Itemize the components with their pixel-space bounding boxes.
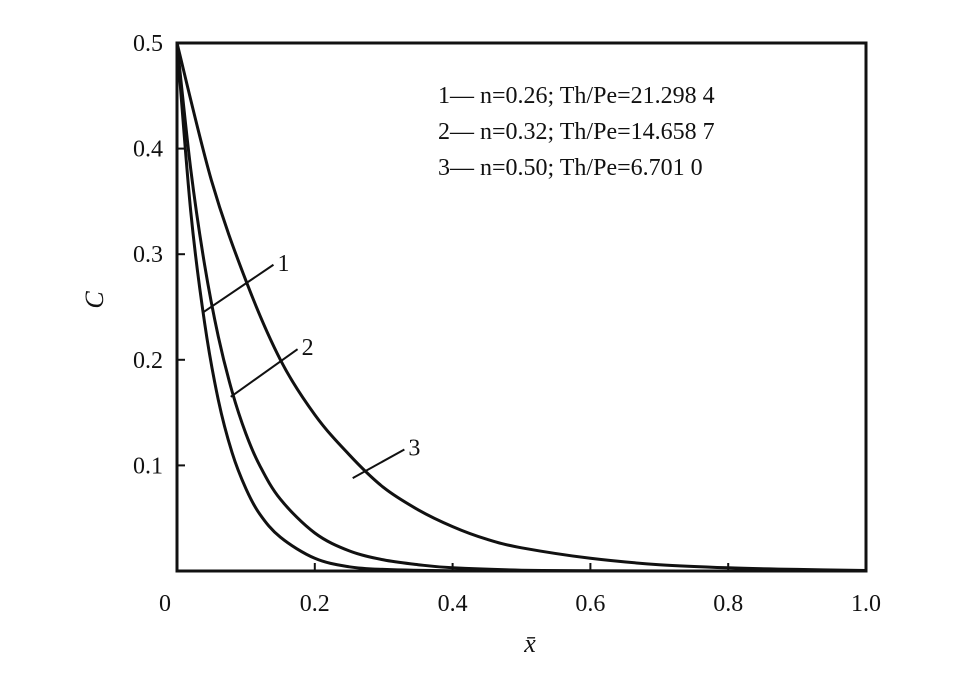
y-tick-label: 0.5	[133, 31, 163, 57]
y-tick-label: 0.1	[133, 453, 163, 479]
curve-label-3: 3	[408, 436, 420, 462]
tick-labels: 0 0.2 0.4 0.6 0.8 1.0 0.1 0.2 0.3 0.4 0.5	[133, 31, 881, 617]
curve-label-1: 1	[277, 251, 289, 277]
curve-leader-line-1	[202, 263, 275, 314]
legend-entry-1: 1— n=0.26; Th/Pe=21.298 4	[438, 83, 715, 109]
legend: 1— n=0.26; Th/Pe=21.298 4 2— n=0.32; Th/…	[438, 83, 715, 181]
legend-entry-3: 3— n=0.50; Th/Pe=6.701 0	[438, 155, 703, 181]
curve-leader-line-2	[230, 348, 299, 398]
curves	[175, 42, 867, 573]
y-tick-label: 0.3	[133, 242, 163, 268]
curve-label-2: 2	[302, 335, 314, 361]
x-tick-label: 0.2	[300, 591, 330, 617]
curve-leader-line-3	[352, 448, 405, 479]
curve-labels: 1 2 3	[202, 251, 420, 479]
series-line-3	[175, 42, 867, 572]
y-axis-title: C	[80, 291, 109, 309]
x-axis-title: x̄	[523, 629, 536, 658]
x-tick-label: 0.4	[438, 591, 468, 617]
legend-entry-2: 2— n=0.32; Th/Pe=14.658 7	[438, 119, 715, 145]
series-line-2	[175, 42, 866, 573]
x-tick-label: 0	[159, 591, 171, 617]
x-tick-label: 0.8	[713, 591, 743, 617]
y-tick-label: 0.4	[133, 137, 163, 163]
x-tick-label: 0.6	[575, 591, 605, 617]
x-tick-label: 1.0	[851, 591, 881, 617]
y-tick-label: 0.2	[133, 348, 163, 374]
